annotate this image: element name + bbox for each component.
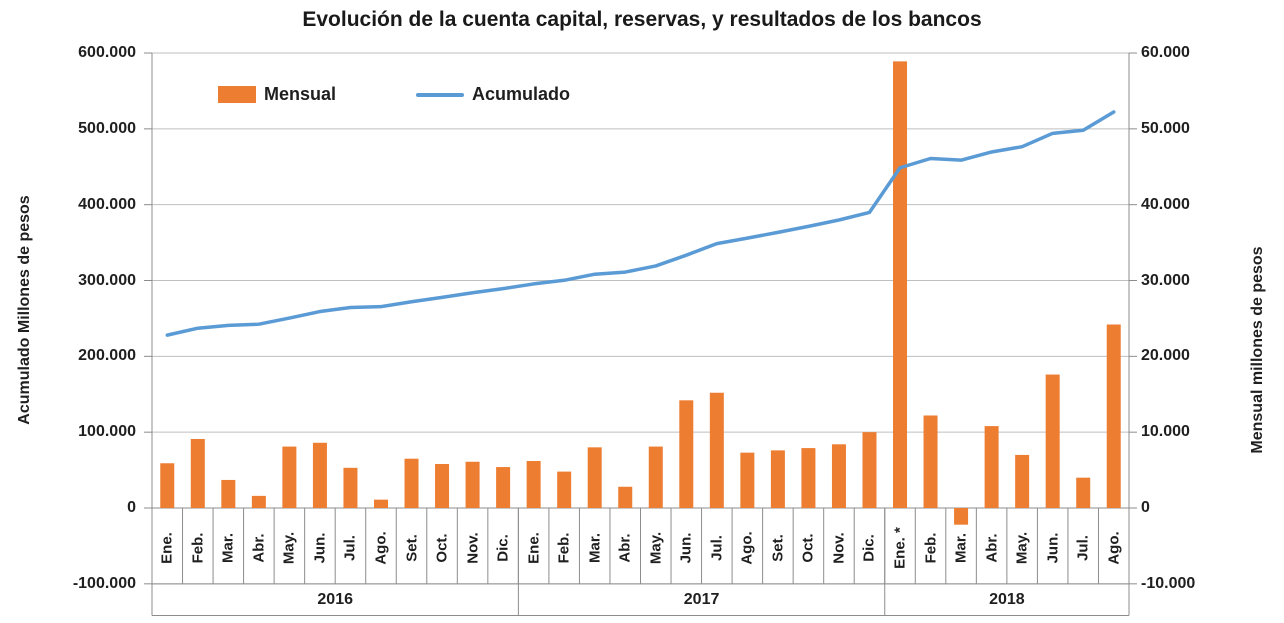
right-tick-label-40.000: 40.000: [1141, 195, 1190, 213]
month-label-28: May.: [1013, 531, 1031, 565]
bar-Dic-23: [862, 432, 877, 508]
left-axis-title: Acumulado Millones de pesos: [16, 195, 33, 425]
month-label-21: Oct.: [799, 533, 817, 563]
bar-Ago-19: [740, 452, 755, 508]
bar-Dic-11: [496, 467, 511, 508]
bar-May-4: [282, 446, 297, 508]
month-label-30: Jul.: [1074, 534, 1092, 561]
month-label-7: Ago.: [372, 531, 390, 565]
month-label-23: Dic.: [860, 534, 878, 562]
month-label-26: Mar.: [952, 532, 970, 563]
month-label-11: Dic.: [494, 534, 512, 562]
year-label-2018: 2018: [989, 590, 1025, 608]
legend-label-acumulado: Acumulado: [472, 84, 571, 104]
month-label-15: Abr.: [616, 533, 634, 563]
month-label-3: Abr.: [250, 533, 268, 563]
bar-Nov-10: [465, 461, 480, 508]
month-label-4: May.: [280, 531, 298, 565]
month-label-17: Jun.: [677, 532, 695, 564]
month-label-2: Mar.: [219, 532, 237, 563]
right-tick-label-30.000: 30.000: [1141, 271, 1190, 289]
right-tick-label-50.000: 50.000: [1141, 119, 1190, 137]
month-label-19: Ago.: [738, 531, 756, 565]
month-label-1: Feb.: [189, 532, 207, 564]
month-label-16: May.: [647, 531, 665, 565]
legend-item-acumulado: Acumulado: [416, 84, 570, 105]
bar-Jun-17: [679, 400, 694, 508]
legend: Mensual Acumulado: [218, 84, 570, 105]
bar-May-28: [1015, 454, 1030, 508]
bar-Set-8: [404, 458, 419, 508]
month-label-5: Jun.: [311, 532, 329, 564]
month-label-24: Ene. *: [891, 527, 909, 569]
month-label-9: Oct.: [433, 533, 451, 563]
left-tick-label-200.000: 200.000: [78, 347, 136, 365]
bar-Jun-29: [1045, 374, 1060, 508]
bar-Abr-15: [618, 486, 633, 508]
month-label-6: Jul.: [341, 534, 359, 561]
acumulado-line: [165, 110, 1116, 337]
month-label-22: Nov.: [830, 532, 848, 564]
bar-Mar-14: [587, 447, 602, 508]
month-label-25: Feb.: [922, 532, 940, 564]
bar-Feb-13: [557, 471, 572, 508]
bar-Jun-5: [312, 442, 327, 508]
month-label-14: Mar.: [586, 532, 604, 563]
bar-Abr-3: [251, 495, 266, 508]
month-label-31: Ago.: [1105, 531, 1123, 565]
bar-Ene-12: [526, 460, 541, 508]
left-tick-label-300.000: 300.000: [78, 271, 136, 289]
month-label-27: Abr.: [983, 533, 1001, 563]
right-tick-label--10.000: -10.000: [1141, 574, 1196, 592]
right-tick-label-20.000: 20.000: [1141, 347, 1190, 365]
bar-Mar-2: [221, 479, 236, 508]
bar-Ago-31: [1106, 324, 1121, 508]
bar-May-16: [648, 446, 663, 508]
mensual-swatch-icon: [218, 86, 256, 103]
year-label-2016: 2016: [317, 590, 353, 608]
bar-Feb-25: [923, 415, 938, 508]
month-label-8: Set.: [403, 534, 421, 562]
bar-Ago-7: [373, 499, 388, 508]
bar-Ene-24: [893, 61, 908, 509]
left-tick-label-500.000: 500.000: [78, 119, 136, 137]
acumulado-line-icon: [416, 92, 465, 97]
bar-Oct-9: [435, 464, 450, 508]
left-tick-label-100.000: 100.000: [78, 423, 136, 441]
bar-Nov-22: [831, 444, 846, 508]
left-tick-label-600.000: 600.000: [78, 44, 136, 62]
left-tick-label-400.000: 400.000: [78, 195, 136, 213]
bar-Jul-6: [343, 467, 358, 508]
legend-item-mensual: Mensual: [218, 84, 336, 105]
left-tick-label--100.000: -100.000: [72, 574, 136, 592]
month-label-18: Jul.: [708, 534, 726, 561]
month-label-0: Ene.: [158, 532, 176, 564]
year-label-2017: 2017: [683, 590, 720, 608]
bar-Jul-18: [709, 392, 724, 508]
right-axis-title: Mensual millones de pesos: [1249, 246, 1266, 454]
bar-Set-20: [770, 450, 785, 508]
legend-label-mensual: Mensual: [264, 84, 337, 104]
bar-Ene-0: [160, 463, 175, 508]
bar-Jul-30: [1076, 477, 1091, 508]
right-tick-label-10.000: 10.000: [1141, 423, 1190, 441]
chart-title: Evolución de la cuenta capital, reservas…: [302, 8, 982, 31]
bar-Feb-1: [190, 438, 205, 508]
month-label-29: Jun.: [1044, 532, 1062, 564]
right-tick-label-60.000: 60.000: [1141, 44, 1190, 62]
month-label-13: Feb.: [555, 532, 573, 564]
month-label-10: Nov.: [464, 532, 482, 564]
bar-Mar-26: [954, 508, 969, 525]
bar-Abr-27: [984, 426, 999, 508]
month-label-20: Set.: [769, 534, 787, 562]
bar-Oct-21: [801, 448, 816, 508]
month-label-12: Ene.: [525, 532, 543, 564]
right-tick-label-0: 0: [1141, 499, 1150, 516]
left-tick-label-0: 0: [127, 499, 136, 516]
